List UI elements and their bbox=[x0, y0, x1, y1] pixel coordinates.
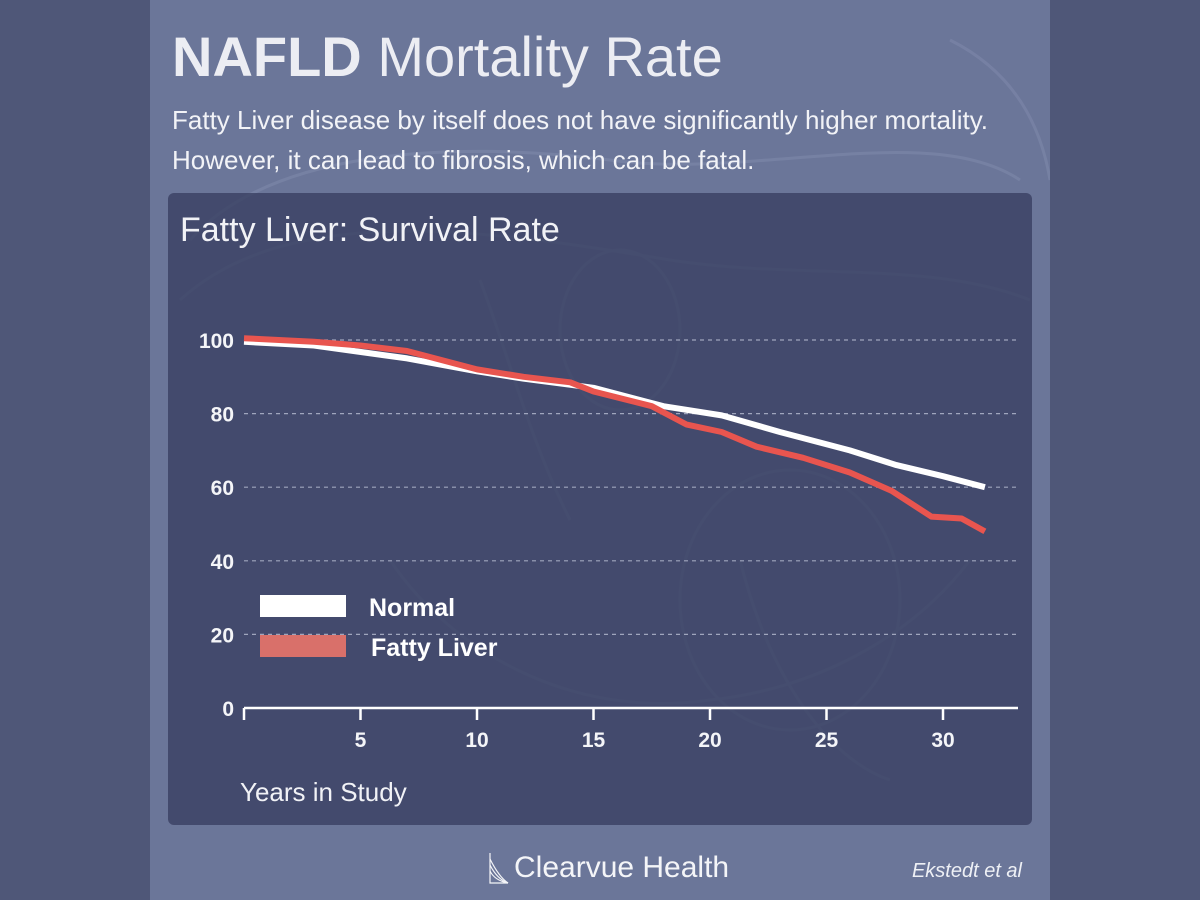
chart-title: Fatty Liver: Survival Rate bbox=[180, 211, 560, 249]
series-line-fatty-liver bbox=[243, 335, 987, 535]
brand-mark-icon bbox=[489, 853, 509, 884]
grid-lines bbox=[244, 339, 1018, 635]
y-tick-label-60: 60 bbox=[211, 477, 234, 500]
series-line-normal bbox=[243, 338, 986, 491]
source-citation: Ekstedt et al bbox=[911, 860, 1022, 882]
x-tick-labels: 5 10 15 20 25 30 bbox=[355, 729, 955, 752]
infographic-card: NAFLD Mortality Rate Fatty Liver disease… bbox=[150, 0, 1050, 900]
title-bold-part: NAFLD bbox=[172, 25, 362, 88]
y-tick-labels: 0 20 40 60 80 100 bbox=[199, 330, 234, 721]
y-tick-label-40: 40 bbox=[211, 551, 234, 574]
legend-swatch-fatty-liver bbox=[260, 635, 346, 657]
x-tick-label-15: 15 bbox=[582, 729, 606, 752]
brand-logo: Clearvue Health bbox=[488, 848, 729, 888]
page-subtitle: Fatty Liver disease by itself does not h… bbox=[172, 105, 989, 175]
y-tick-label-100: 100 bbox=[199, 330, 234, 353]
x-axis-label: Years in Study bbox=[240, 777, 407, 807]
x-tick-label-25: 25 bbox=[815, 729, 839, 752]
survival-line-chart: 0 20 40 60 80 100 5 10 15 20 25 30 Normal Fatty Liv… bbox=[199, 330, 1018, 807]
x-tick-label-5: 5 bbox=[355, 729, 367, 752]
chart-legend: Normal Fatty Liver bbox=[260, 594, 498, 662]
x-tick-label-20: 20 bbox=[698, 729, 721, 752]
title-rest-part: Mortality Rate bbox=[377, 25, 723, 88]
x-tick-label-10: 10 bbox=[465, 729, 488, 752]
page-title: NAFLD Mortality Rate bbox=[172, 22, 723, 92]
legend-label-fatty-liver: Fatty Liver bbox=[371, 634, 498, 662]
legend-label-normal: Normal bbox=[369, 594, 455, 622]
chart-panel: Fatty Liver: Survival Rate 0 20 40 60 80 100 … bbox=[168, 193, 1032, 825]
data-series bbox=[243, 335, 987, 535]
brand-name: Clearvue Health bbox=[514, 851, 730, 884]
x-axis bbox=[242, 706, 1018, 720]
x-tick-label-30: 30 bbox=[931, 729, 954, 752]
y-tick-label-20: 20 bbox=[211, 624, 234, 647]
y-tick-label-0: 0 bbox=[222, 698, 234, 721]
legend-swatch-normal bbox=[260, 595, 346, 617]
y-tick-label-80: 80 bbox=[211, 404, 234, 427]
